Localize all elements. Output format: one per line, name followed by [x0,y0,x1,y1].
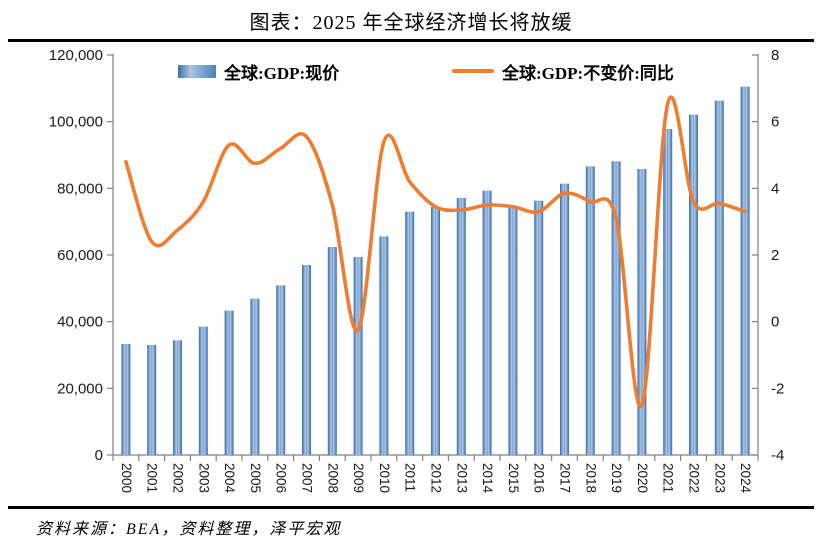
left-axis-label: 80,000 [57,180,103,197]
year-label: 2019 [609,463,624,493]
year-label: 2020 [635,463,650,493]
gdp-bar [431,207,440,455]
legend-line-label: 全球:GDP:不变价:同比 [502,63,674,83]
gdp-bar [560,183,569,455]
year-label: 2024 [738,463,753,494]
gdp-bar [611,161,621,456]
gdp-bar [689,114,698,456]
year-label: 2003 [196,463,211,493]
left-axis-label: 20,000 [57,380,103,397]
gdp-growth-line [124,95,747,409]
gdp-bar [585,166,595,456]
right-axis-label: 4 [771,180,779,197]
legend-bar-label: 全球:GDP:现价 [224,63,340,83]
left-axis-label: 0 [95,447,103,464]
gdp-bar [379,236,389,455]
line-series-swatch-icon [452,69,494,73]
year-label: 2017 [558,463,573,493]
legend-item-gdp-growth: 全球:GDP:不变价:同比 [452,61,674,83]
year-label: 2015 [506,463,521,493]
gdp-bar [147,345,157,455]
right-axis-label: -2 [771,380,784,397]
gdp-bar [740,86,750,456]
gdp-bar [250,298,260,455]
year-label: 2011 [403,463,418,492]
year-label: 2018 [583,463,598,493]
year-label: 2005 [248,463,263,493]
gdp-bar [534,200,544,455]
gdp-bar [405,211,415,455]
gdp-bar [482,190,492,455]
year-label: 2023 [712,463,727,493]
legend-item-gdp-current: 全球:GDP:现价 [178,61,340,83]
year-label: 2013 [454,463,469,493]
gdp-bar [508,206,518,455]
left-axis-label: 100,000 [49,114,103,131]
gdp-bar [456,198,466,455]
year-label: 2008 [325,463,340,493]
left-axis-label: 60,000 [57,247,103,264]
right-axis-label: 2 [771,247,779,264]
gdp-bar [637,169,647,455]
left-axis-label: 40,000 [57,314,103,331]
source-note: 资料来源：BEA，资料整理，泽平宏观 [36,521,342,538]
year-label: 2000 [119,463,134,493]
year-label: 2004 [222,463,237,494]
gdp-bar [302,265,311,455]
right-axis-label: 8 [771,47,779,64]
year-label: 2022 [687,463,702,493]
gdp-bar [714,100,724,456]
year-label: 2001 [145,463,160,493]
year-label: 2009 [351,463,366,493]
year-label: 2002 [171,463,186,493]
year-label: 2012 [429,463,444,493]
gdp-bar [663,129,673,455]
year-label: 2016 [532,463,547,493]
right-axis-label: 6 [771,114,779,131]
gdp-bar [121,344,131,455]
gdp-bar [198,326,208,455]
gdp-bar [327,247,337,455]
year-label: 2010 [377,463,392,493]
bottom-divider [8,506,814,509]
right-axis-label: 0 [771,314,779,331]
right-axis-label: -4 [771,447,784,464]
left-axis-label: 120,000 [49,47,103,64]
gdp-bar [224,310,234,455]
year-label: 2021 [661,463,676,493]
bar-series-swatch-icon [178,64,216,78]
page-title: 图表：2025 年全球经济增长将放缓 [249,12,573,34]
year-label: 2006 [274,463,289,493]
top-divider [8,39,814,42]
gdp-bar [353,257,363,455]
year-label: 2014 [480,463,495,494]
year-label: 2007 [300,463,315,493]
gdp-bar [173,340,182,455]
gdp-bar [276,285,286,455]
